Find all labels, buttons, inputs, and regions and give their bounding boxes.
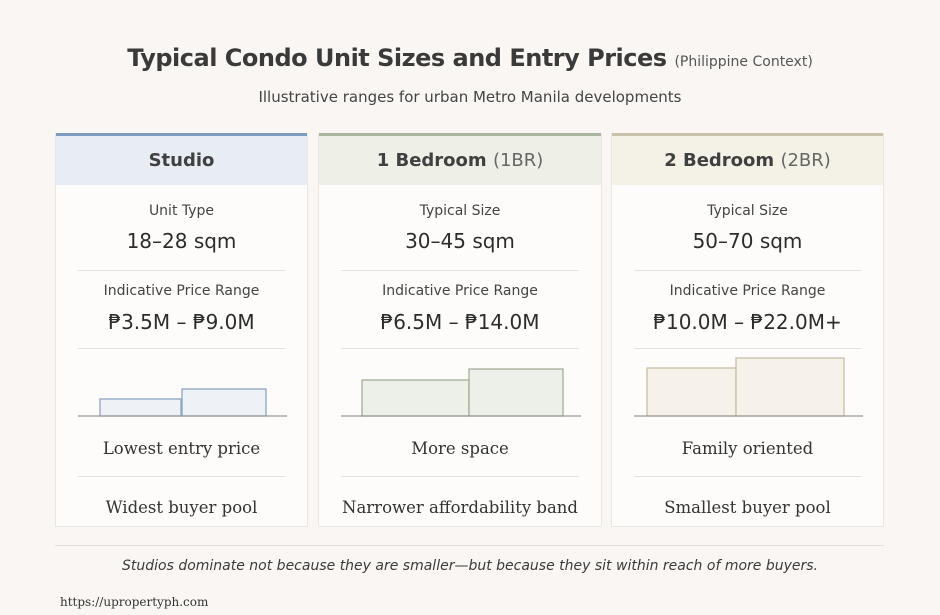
illustration — [341, 368, 581, 417]
divider — [634, 476, 861, 477]
point: Family oriented — [681, 439, 814, 458]
title-block: Typical Condo Unit Sizes and Entry Price… — [0, 44, 940, 72]
card-name-note: (2BR) — [780, 150, 831, 171]
size-value: 50–70 sqm — [692, 229, 803, 253]
illustration — [78, 388, 287, 417]
card: Studio Unit Type 18–28 sqm Indicative Price… — [55, 133, 308, 527]
point: Widest buyer pool — [105, 498, 258, 517]
illustration-block — [361, 379, 470, 417]
price-label: Indicative Price Range — [382, 283, 538, 299]
card-name: Studio — [148, 150, 215, 171]
point: More space — [411, 439, 509, 458]
price-value: ₱3.5M – ₱9.0M — [108, 310, 255, 334]
card-name: 2 Bedroom — [664, 150, 775, 171]
card: 1 Bedroom (1BR) Typical Size 30–45 sqm Indi… — [318, 133, 602, 527]
card-name: 1 Bedroom — [376, 150, 487, 171]
footnote: Studios dominate not because they are sm… — [121, 558, 819, 574]
divider — [78, 476, 285, 477]
price-label: Indicative Price Range — [103, 283, 260, 299]
illustration-block — [646, 367, 737, 417]
title-note: (Philippine Context) — [674, 54, 813, 70]
illustration-block — [735, 357, 845, 417]
illustration-block — [99, 398, 182, 417]
card-header: Studio — [56, 133, 307, 185]
size-value: 18–28 sqm — [126, 229, 237, 253]
size-label: Typical Size — [419, 203, 501, 219]
size-label: Typical Size — [707, 203, 788, 219]
price-value: ₱6.5M – ₱14.0M — [380, 310, 540, 334]
point: Narrower affordability band — [342, 498, 578, 517]
divider — [78, 270, 285, 271]
point: Smallest buyer pool — [664, 498, 831, 517]
subtitle: Illustrative ranges for urban Metro Mani… — [258, 88, 682, 106]
point: Lowest entry price — [102, 439, 261, 458]
size-value: 30–45 sqm — [405, 229, 515, 253]
card-header: 1 Bedroom (1BR) — [319, 133, 601, 185]
divider — [78, 348, 285, 349]
illustration-block — [468, 368, 564, 417]
card: 2 Bedroom (2BR) Typical Size 50–70 sqm Indi… — [611, 133, 884, 527]
divider — [634, 270, 861, 271]
price-label: Indicative Price Range — [669, 283, 826, 299]
divider — [55, 545, 884, 546]
source: https://upropertyph.com — [60, 595, 209, 609]
divider — [341, 476, 579, 477]
divider — [341, 270, 579, 271]
divider — [341, 348, 579, 349]
card-name-note: (1BR) — [492, 150, 544, 171]
card-header: 2 Bedroom (2BR) — [612, 133, 883, 185]
title: Typical Condo Unit Sizes and Entry Price… — [127, 44, 667, 72]
price-value: ₱10.0M – ₱22.0M+ — [653, 310, 842, 334]
size-label: Unit Type — [148, 203, 215, 219]
illustration — [634, 357, 863, 417]
divider — [634, 348, 861, 349]
illustration-block — [181, 388, 267, 417]
